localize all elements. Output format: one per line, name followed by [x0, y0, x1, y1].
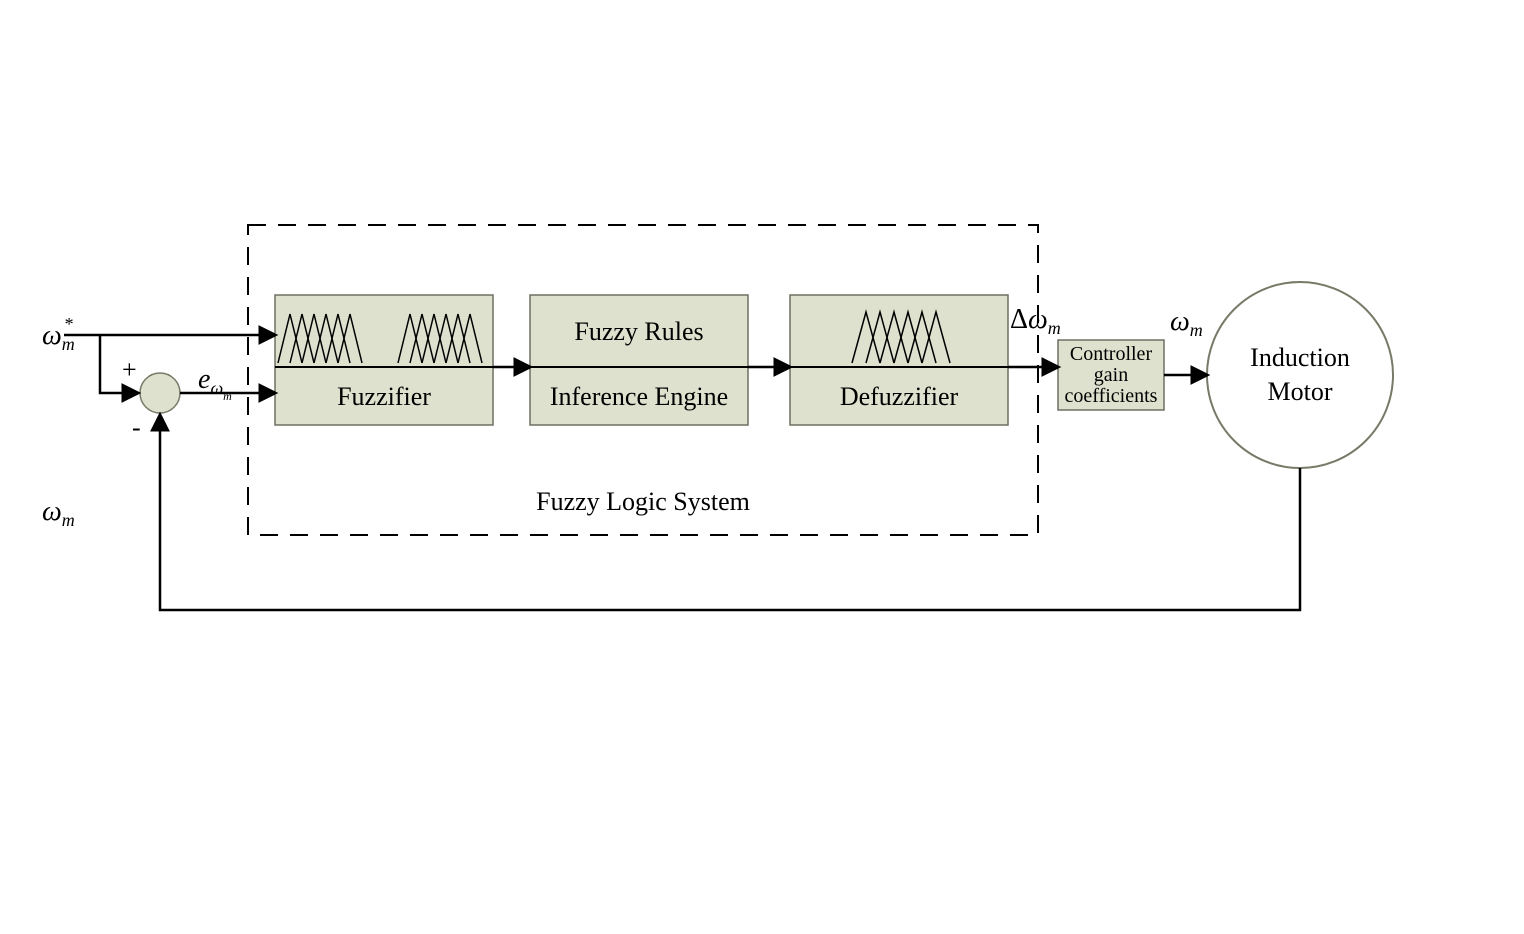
fuzzy-control-diagram: Fuzzy Logic System Fuzzifier Fuzzy Rules… [0, 0, 1524, 934]
plus-sign: + [122, 355, 137, 384]
motor-line1: Induction [1250, 343, 1350, 372]
fuzzy-system-title: Fuzzy Logic System [536, 487, 750, 516]
induction-motor: Induction Motor [1207, 282, 1393, 468]
minus-sign: - [132, 413, 141, 442]
controller-gain-line3: coefficients [1065, 385, 1158, 407]
signal-out: ωm [1170, 306, 1203, 340]
motor-line2: Motor [1268, 377, 1333, 406]
controller-gain-block: Controller gain coefficients [1058, 340, 1164, 410]
signal-feedback: ωm [42, 496, 75, 530]
inference-line2: Inference Engine [550, 382, 728, 411]
defuzzifier-label: Defuzzifier [840, 382, 959, 411]
controller-gain-line2: gain [1094, 364, 1128, 386]
fuzzifier-block: Fuzzifier [275, 295, 493, 425]
fuzzifier-label: Fuzzifier [337, 382, 431, 411]
signal-ref: ωm* [42, 314, 75, 354]
inference-block: Fuzzy Rules Inference Engine [530, 295, 748, 425]
defuzzifier-block: Defuzzifier [790, 295, 1008, 425]
controller-gain-line1: Controller [1070, 343, 1153, 365]
signal-delta: Δωm [1010, 304, 1061, 338]
signal-error: eωm [198, 364, 232, 403]
summing-junction: + - [122, 355, 180, 442]
inference-line1: Fuzzy Rules [574, 317, 703, 346]
